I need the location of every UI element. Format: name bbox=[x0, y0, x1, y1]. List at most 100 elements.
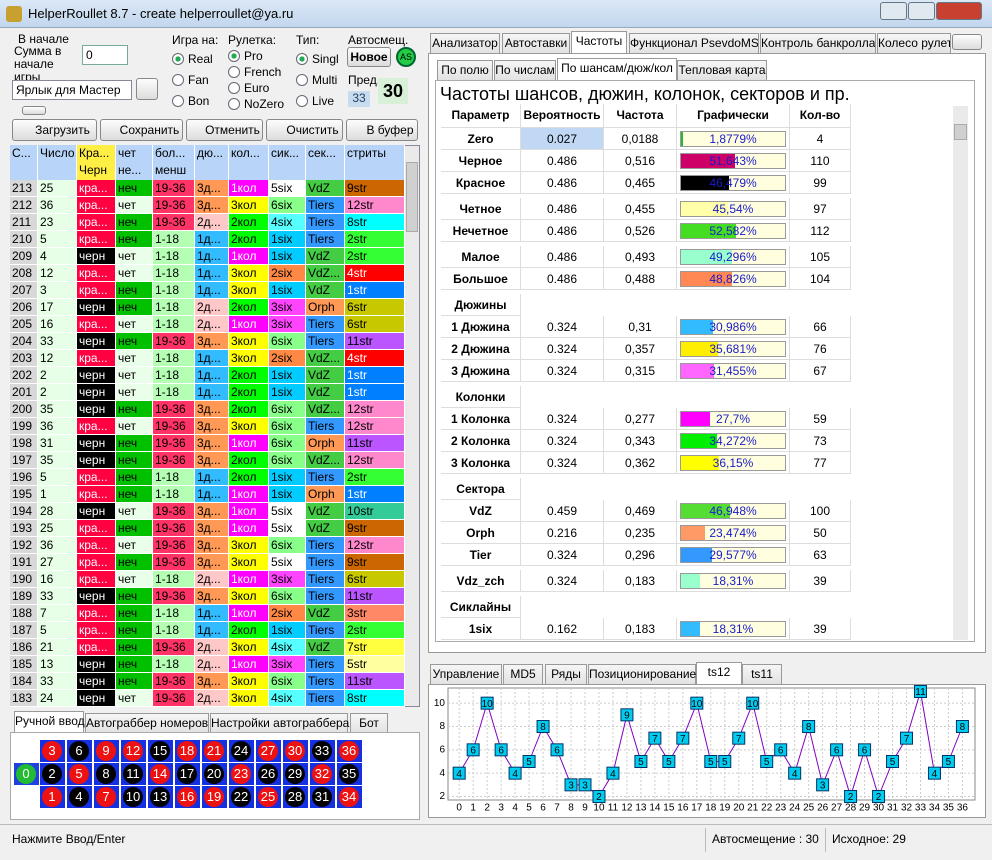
freq-cell: Vdz_zch bbox=[441, 570, 521, 592]
history-cell: 27 bbox=[38, 554, 77, 571]
number-cell[interactable]: 1 bbox=[40, 786, 65, 808]
point-label: 4 bbox=[932, 769, 938, 780]
number-cell[interactable]: 34 bbox=[337, 786, 362, 808]
radio[interactable] bbox=[296, 74, 308, 86]
history-cell: 1д... bbox=[195, 469, 229, 486]
freq-cell: 0,0188 bbox=[604, 128, 677, 150]
number-cell[interactable]: 14 bbox=[148, 763, 173, 785]
toolbar-button[interactable]: Отменить bbox=[186, 119, 263, 141]
history-cell: 24 bbox=[38, 690, 77, 707]
history-cell: 211 bbox=[10, 214, 38, 231]
number-cell[interactable]: 8 bbox=[94, 763, 119, 785]
number-cell[interactable]: 10 bbox=[121, 786, 146, 808]
number-cell[interactable]: 5 bbox=[67, 763, 92, 785]
zero-cell[interactable]: 0 bbox=[14, 763, 39, 785]
number-cell[interactable]: 32 bbox=[310, 763, 335, 785]
number-cell[interactable]: 9 bbox=[94, 740, 119, 762]
tab[interactable]: MD5 bbox=[503, 664, 543, 684]
number-cell[interactable]: 23 bbox=[229, 763, 254, 785]
history-cell: 6six bbox=[269, 673, 306, 690]
header-text: Кра... bbox=[79, 146, 110, 160]
tab[interactable]: ts12 bbox=[696, 662, 742, 684]
dropdown[interactable]: Ярлык для Мастер bbox=[12, 80, 132, 100]
window-button[interactable] bbox=[936, 2, 982, 20]
number-cell[interactable]: 7 bbox=[94, 786, 119, 808]
toolbar-button[interactable]: В буфер bbox=[346, 119, 418, 141]
number-cell[interactable]: 28 bbox=[283, 786, 308, 808]
tab[interactable]: Автограббер номеров bbox=[85, 713, 209, 733]
number-cell[interactable]: 13 bbox=[148, 786, 173, 808]
toolbar-button[interactable]: Очистить bbox=[266, 119, 343, 141]
number-cell[interactable]: 29 bbox=[283, 763, 308, 785]
tab[interactable]: По числам bbox=[494, 60, 556, 80]
small-button[interactable] bbox=[22, 106, 46, 115]
radio[interactable] bbox=[228, 66, 240, 78]
number-cell[interactable]: 11 bbox=[121, 763, 146, 785]
tab[interactable]: Функционал PsevdoMS bbox=[629, 33, 759, 53]
tab[interactable]: Анализатор bbox=[430, 33, 500, 53]
number-cell[interactable]: 18 bbox=[175, 740, 200, 762]
tab[interactable]: По полю bbox=[437, 60, 493, 80]
button[interactable]: Новое bbox=[347, 47, 391, 67]
number-cell[interactable]: 26 bbox=[256, 763, 281, 785]
number-ball: 20 bbox=[204, 764, 224, 784]
number-cell[interactable]: 15 bbox=[148, 740, 173, 762]
number-cell[interactable]: 3 bbox=[40, 740, 65, 762]
tab[interactable]: Контроль банкролла bbox=[760, 33, 876, 53]
play-button[interactable] bbox=[136, 78, 158, 100]
tab[interactable]: Ручной ввод bbox=[14, 711, 85, 733]
radio[interactable] bbox=[296, 53, 308, 65]
toolbar-button[interactable]: Загрузить bbox=[12, 119, 97, 141]
radio[interactable] bbox=[228, 50, 240, 62]
number-cell[interactable]: 25 bbox=[256, 786, 281, 808]
radio[interactable] bbox=[172, 53, 184, 65]
tab[interactable]: По шансам/дюж/кол bbox=[557, 58, 677, 80]
toolbar-button[interactable]: Сохранить bbox=[100, 119, 183, 141]
freq-cell: 0.324 bbox=[521, 360, 604, 382]
tab[interactable]: Управление bbox=[430, 664, 502, 684]
radio[interactable] bbox=[296, 95, 308, 107]
x-tick-label: 19 bbox=[719, 803, 731, 814]
tab[interactable]: Позиционирование bbox=[588, 664, 696, 684]
freq-cell: 0,488 bbox=[604, 268, 677, 290]
number-cell[interactable]: 20 bbox=[202, 763, 227, 785]
number-cell[interactable]: 21 bbox=[202, 740, 227, 762]
window-button[interactable] bbox=[880, 2, 907, 20]
number-cell[interactable]: 17 bbox=[175, 763, 200, 785]
history-cell: чет bbox=[116, 248, 153, 265]
number-cell[interactable]: 33 bbox=[310, 740, 335, 762]
tab[interactable]: Автоставки bbox=[502, 33, 570, 53]
number-cell[interactable]: 31 bbox=[310, 786, 335, 808]
history-cell: 196 bbox=[10, 469, 38, 486]
radio[interactable] bbox=[228, 98, 240, 110]
number-cell[interactable]: 36 bbox=[337, 740, 362, 762]
tab[interactable]: ts11 bbox=[742, 664, 782, 684]
sum-input[interactable]: 0 bbox=[82, 45, 128, 65]
history-cell: 1кол bbox=[229, 180, 269, 197]
tab[interactable]: Бот bbox=[350, 713, 388, 733]
number-cell[interactable]: 2 bbox=[40, 763, 65, 785]
number-cell[interactable]: 6 bbox=[67, 740, 92, 762]
number-cell[interactable]: 27 bbox=[256, 740, 281, 762]
number-cell[interactable]: 16 bbox=[175, 786, 200, 808]
tab[interactable]: Настройки автограббера bbox=[210, 713, 349, 733]
number-cell[interactable]: 30 bbox=[283, 740, 308, 762]
number-cell[interactable]: 24 bbox=[229, 740, 254, 762]
number-cell[interactable]: 35 bbox=[337, 763, 362, 785]
number-cell[interactable]: 4 bbox=[67, 786, 92, 808]
number-cell[interactable]: 12 bbox=[121, 740, 146, 762]
number-cell[interactable]: 22 bbox=[229, 786, 254, 808]
as-button[interactable]: AS bbox=[396, 47, 416, 67]
tab[interactable]: Частоты bbox=[571, 31, 627, 53]
tab[interactable]: Колесо рулет bbox=[877, 33, 951, 53]
radio[interactable] bbox=[228, 82, 240, 94]
tab[interactable]: Тепловая карта bbox=[677, 60, 767, 80]
radio[interactable] bbox=[172, 74, 184, 86]
tab[interactable]: Ряды bbox=[545, 664, 587, 684]
radio[interactable] bbox=[172, 95, 184, 107]
window-button[interactable] bbox=[908, 2, 935, 20]
tab-arrows[interactable] bbox=[952, 34, 982, 50]
history-cell: 31 bbox=[38, 435, 77, 452]
number-cell[interactable]: 19 bbox=[202, 786, 227, 808]
history-cell: 1str bbox=[345, 384, 405, 401]
